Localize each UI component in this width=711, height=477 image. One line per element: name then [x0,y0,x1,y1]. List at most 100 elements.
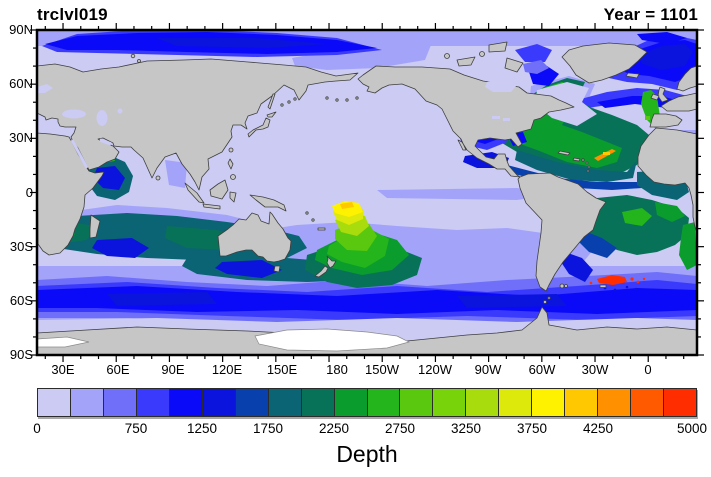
colorbar-cell [333,388,368,417]
hispaniola [572,157,581,162]
lon-tick-label: 90E [161,362,185,377]
colorbar-tick-label: 2250 [318,421,350,436]
colorbar-cell [432,388,467,417]
south-atlantic-deep-region [561,195,697,282]
lat-tick-label: 90S [9,347,33,362]
colorbar-cell [37,388,71,417]
atlantic-orange-filament [594,149,616,161]
colorbar-tick-label: 1750 [252,421,284,436]
coastal-missing-west [37,336,90,348]
colorbar-cell [234,388,269,417]
lon-tick-label: 30W [581,362,609,377]
aleutians [325,96,329,100]
colorbar-cell [69,388,104,417]
new-guinea [249,194,287,212]
colorbar [37,388,698,417]
lon-tick-label: 120E [211,362,243,377]
north-america [357,65,575,178]
iceland [625,72,640,79]
lat-tick-label: 60S [9,293,33,308]
madagascar [89,214,101,239]
colorbar-cell [102,388,137,417]
map-frame [35,28,699,357]
lon-tick-label: 120W [418,362,452,377]
victoria-island [456,56,476,67]
hokkaido [266,111,277,118]
novaya-zemlya [130,53,136,59]
persian-gulf [99,138,112,146]
taiwan [228,147,234,153]
colorbar-tick-label: 3250 [450,421,482,436]
australia [217,211,292,263]
colorbar-tick-label: 2750 [384,421,416,436]
map-canvas [37,30,697,355]
colorbar-cell [300,388,335,417]
baffin-island [504,57,524,73]
colorbar-tick-label: 4250 [582,421,614,436]
colorbar-cell [201,388,236,417]
colorbar-cell [564,388,599,417]
colorbar-tick-label: 5000 [676,421,708,436]
colorbar-cell [498,388,533,417]
missing-ice-shelf [37,328,410,352]
lon-tick-label: 60W [528,362,556,377]
lat-tick-label: 0 [25,185,33,200]
south-america [517,172,607,292]
europe-west [660,92,697,112]
lat-tick-label: 30N [9,130,33,145]
world-map [30,23,704,362]
tasmania [273,265,281,273]
lon-tick-label: 90W [474,362,502,377]
africa-west [637,127,697,234]
colorbar-tick-label: 1250 [186,421,218,436]
lon-tick-label: 60E [106,362,130,377]
aral-sea [117,108,123,114]
colorbar-cell [366,388,401,417]
year-annotation: Year = 1101 [603,5,698,24]
colorbar-cell [399,388,434,417]
new-zealand-south [314,265,329,278]
sakhalin [267,93,276,110]
colorbar-cell [663,388,698,417]
iberia [649,113,683,128]
colorbar-cell [168,388,203,417]
acc-core-patch [107,292,217,306]
south-sandwich-red-spot [589,275,646,292]
britain [657,86,669,103]
labrador-baffin-region [515,44,559,86]
lat-tick-label: 90N [9,22,33,37]
ireland [650,93,660,101]
ross-shelf-missing [254,328,410,352]
colorbar-cell [597,388,632,417]
java [202,203,221,210]
falklands [559,283,565,289]
borneo [209,179,229,200]
colorbar-cell [531,388,566,417]
plot-title: trclvl019 [37,5,108,24]
antarctica [37,306,697,355]
lon-tick-label: 0 [644,362,652,377]
sri-lanka [155,175,161,181]
philippines [227,158,234,170]
caspian-sea [96,110,108,126]
colorbar-cell [135,388,170,417]
lat-tick-label: 60N [9,76,33,91]
colorbar-tick-label: 0 [33,421,41,436]
coral-sea-plume [305,201,422,288]
new-caledonia [317,227,326,231]
hudson-bay [485,79,517,92]
cuba [557,150,571,156]
greenland [561,42,648,84]
continents [37,41,697,355]
lon-tick-label: 150E [266,362,298,377]
lon-tick-label: 30E [51,362,75,377]
baltic-sea [37,84,53,93]
colorbar-cell [630,388,665,417]
acc-core-patch2 [457,294,567,308]
south-georgia [599,284,607,288]
lon-tick-label: 180 [326,362,348,377]
lat-tick-label: 30S [9,239,33,254]
sumatra [184,182,205,204]
sulawesi [229,191,237,203]
